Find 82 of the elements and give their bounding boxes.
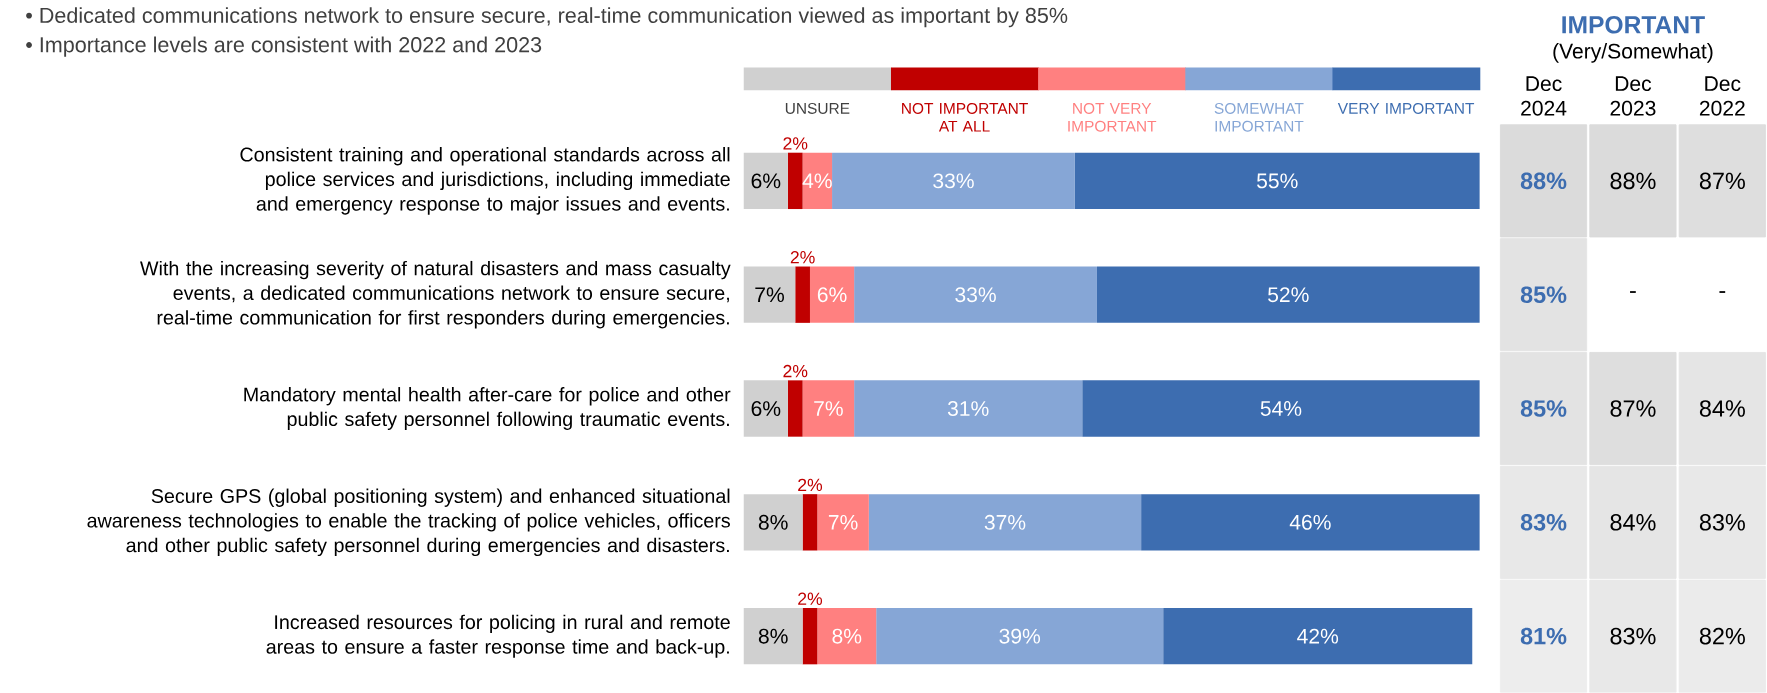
bar (787, 380, 803, 437)
text: NOT VERY IMPORTANT (1068, 103, 1157, 132)
bar (868, 494, 1142, 551)
data-label: 85% (1520, 400, 1567, 417)
text: VERY IMPORTANT (1337, 103, 1475, 114)
bar (802, 380, 855, 437)
data-label: 6% (751, 173, 781, 189)
bar (802, 608, 818, 665)
data-label: 87% (1699, 172, 1745, 190)
bar (854, 266, 1097, 323)
bar (1082, 380, 1480, 437)
bar (795, 266, 810, 323)
chart-subtitle: (Very/Somewhat) (1553, 43, 1713, 63)
data-label: 85% (1520, 286, 1567, 304)
data-label: 82% (1699, 627, 1745, 645)
data-label: 7% (828, 515, 858, 530)
data-label: 83% (1699, 514, 1745, 531)
x-tick-label: Dec 2022 (1699, 76, 1745, 116)
bar (743, 152, 788, 210)
y-tick-label: Increased resources for policing in rural and remote areas to ensure a faster response time and back-up. (266, 614, 730, 658)
data-label: 2% (783, 364, 808, 378)
text: SOMEWHAT IMPORTANT (1214, 103, 1304, 132)
data-label: 33% (933, 173, 974, 189)
text: • Dedicated communications network to ensure secure, real-time communication viewed as important by 85% (26, 7, 1068, 28)
data-label: 83% (1610, 627, 1656, 645)
data-label: 84% (1699, 400, 1745, 417)
bar (1141, 494, 1480, 551)
data-label: 7% (755, 287, 784, 303)
text: NOT IMPORTANT AT ALL (902, 103, 1028, 132)
bar (802, 494, 818, 551)
bar (832, 152, 1075, 210)
text: - (1719, 291, 1726, 294)
data-label: 37% (984, 514, 1026, 530)
data-label: 2% (783, 137, 808, 150)
bar (743, 494, 803, 551)
text: - (1630, 291, 1636, 294)
bar (1074, 152, 1480, 210)
x-tick-label: Dec 2023 (1610, 76, 1656, 116)
data-label: 2% (798, 478, 823, 492)
y-tick-label: Consistent training and operational standards across all police services and jurisdictions, including immediate and emergency response to major issues and events. (240, 147, 730, 215)
x-tick-label: Dec 2024 (1521, 76, 1567, 116)
data-label: 6% (817, 287, 847, 303)
data-label: 52% (1268, 287, 1309, 303)
data-label: 87% (1610, 400, 1656, 417)
bar (787, 152, 803, 210)
chart-title: IMPORTANT (1562, 16, 1705, 34)
y-tick-label: Secure GPS (global positioning system) and enhanced situational awareness technologies to enable the tracking of police vehicles, officers and other public safety personnel during emergencies and disasters. (87, 488, 730, 557)
data-label: 6% (751, 401, 781, 417)
data-label: 33% (955, 287, 996, 303)
data-label: 81% (1520, 627, 1567, 645)
bar (817, 494, 869, 551)
data-label: 88% (1610, 172, 1656, 190)
text: UNSURE (785, 103, 850, 114)
data-label: 2% (790, 251, 815, 264)
data-label: 42% (1297, 628, 1339, 644)
bar (1096, 266, 1480, 323)
bar (876, 608, 1164, 665)
bar (743, 608, 803, 665)
data-label: 8% (758, 514, 788, 530)
bar (817, 608, 877, 665)
data-label: 83% (1520, 514, 1567, 531)
data-label: 54% (1260, 401, 1302, 417)
data-label: 84% (1610, 514, 1656, 531)
bar (743, 380, 788, 437)
data-label: 7% (814, 401, 843, 416)
bar (802, 152, 833, 210)
text: • Importance levels are consistent with 2022 and 2023 (26, 36, 542, 57)
data-label: 8% (832, 628, 862, 644)
data-label: 55% (1257, 173, 1298, 189)
data-label: 2% (798, 592, 823, 605)
bar (743, 266, 796, 323)
data-label: 88% (1520, 172, 1567, 190)
y-tick-label: Mandatory mental health after-care for police and other public safety personnel following traumatic events. (244, 387, 731, 431)
data-label: 39% (999, 628, 1041, 644)
data-label: 31% (947, 401, 989, 417)
data-label: 8% (758, 628, 788, 644)
bar (1163, 608, 1473, 665)
bar (809, 266, 855, 323)
data-label: 4% (802, 173, 832, 189)
y-tick-label: With the increasing severity of natural disasters and mass casualty events, a dedicated communications network to ensure secure, real-time communication for first responders during emergencies. (140, 261, 731, 329)
data-label: 46% (1289, 514, 1331, 530)
bar (854, 380, 1083, 437)
